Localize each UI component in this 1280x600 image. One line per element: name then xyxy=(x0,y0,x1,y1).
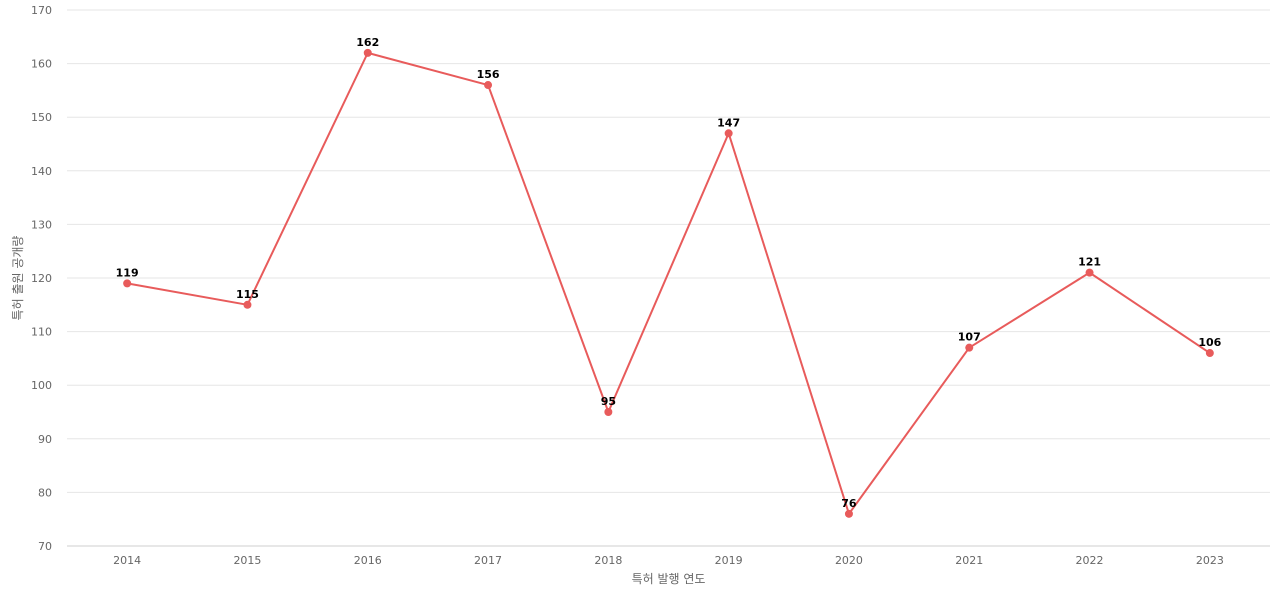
y-tick-label: 160 xyxy=(31,58,52,71)
data-label: 76 xyxy=(841,497,857,510)
x-axis-title: 특허 발행 연도 xyxy=(632,571,706,586)
data-label: 121 xyxy=(1078,256,1101,269)
data-label: 147 xyxy=(717,116,740,129)
x-tick-label: 2023 xyxy=(1196,554,1224,567)
data-label: 162 xyxy=(356,36,379,49)
data-label: 95 xyxy=(601,395,616,408)
y-tick-label: 150 xyxy=(31,111,52,124)
x-tick-label: 2021 xyxy=(955,554,983,567)
y-tick-label: 80 xyxy=(38,486,52,499)
gridlines xyxy=(67,9,1270,493)
y-tick-label: 170 xyxy=(31,4,52,17)
data-point xyxy=(604,408,613,416)
x-tick-label: 2014 xyxy=(113,554,141,567)
data-label: 107 xyxy=(958,331,981,344)
data-point xyxy=(1085,268,1094,277)
x-tick-label: 2018 xyxy=(594,554,622,567)
data-point xyxy=(844,509,853,518)
series-line xyxy=(126,51,1211,515)
x-tick-label: 2020 xyxy=(835,554,863,567)
x-tick-labels: 2014 2015 2016 2017 2018 2019 2020 2021 2022 2023 xyxy=(113,554,1224,567)
x-tick-label: 2016 xyxy=(354,554,382,567)
data-label: 156 xyxy=(477,68,500,81)
y-tick-label: 130 xyxy=(31,218,52,231)
y-axis-title: 특허 출원 공개량 xyxy=(11,236,25,321)
x-tick-label: 2017 xyxy=(474,554,502,567)
data-labels: 119 115 162 156 95 147 76 107 121 106 xyxy=(116,36,1222,510)
data-point xyxy=(965,343,974,352)
y-tick-label: 140 xyxy=(31,165,52,178)
data-point xyxy=(243,300,252,309)
y-tick-label: 100 xyxy=(31,379,52,392)
y-tick-label: 120 xyxy=(31,272,52,285)
y-tick-labels: 70 80 90 100 110 120 130 140 150 160 170 xyxy=(31,4,52,553)
y-tick-label: 90 xyxy=(38,433,52,446)
data-point xyxy=(484,81,493,90)
x-tick-label: 2019 xyxy=(715,554,743,567)
series xyxy=(123,48,1214,518)
y-tick-label: 70 xyxy=(38,540,52,553)
x-tick-label: 2015 xyxy=(233,554,261,567)
data-point xyxy=(123,279,132,288)
data-label: 106 xyxy=(1198,336,1221,349)
y-tick-label: 110 xyxy=(31,326,52,339)
x-tick-label: 2022 xyxy=(1076,554,1104,567)
data-label: 119 xyxy=(116,266,139,279)
data-label: 115 xyxy=(236,288,259,301)
data-point xyxy=(363,48,372,57)
data-point xyxy=(724,129,733,138)
data-point xyxy=(1205,349,1214,358)
